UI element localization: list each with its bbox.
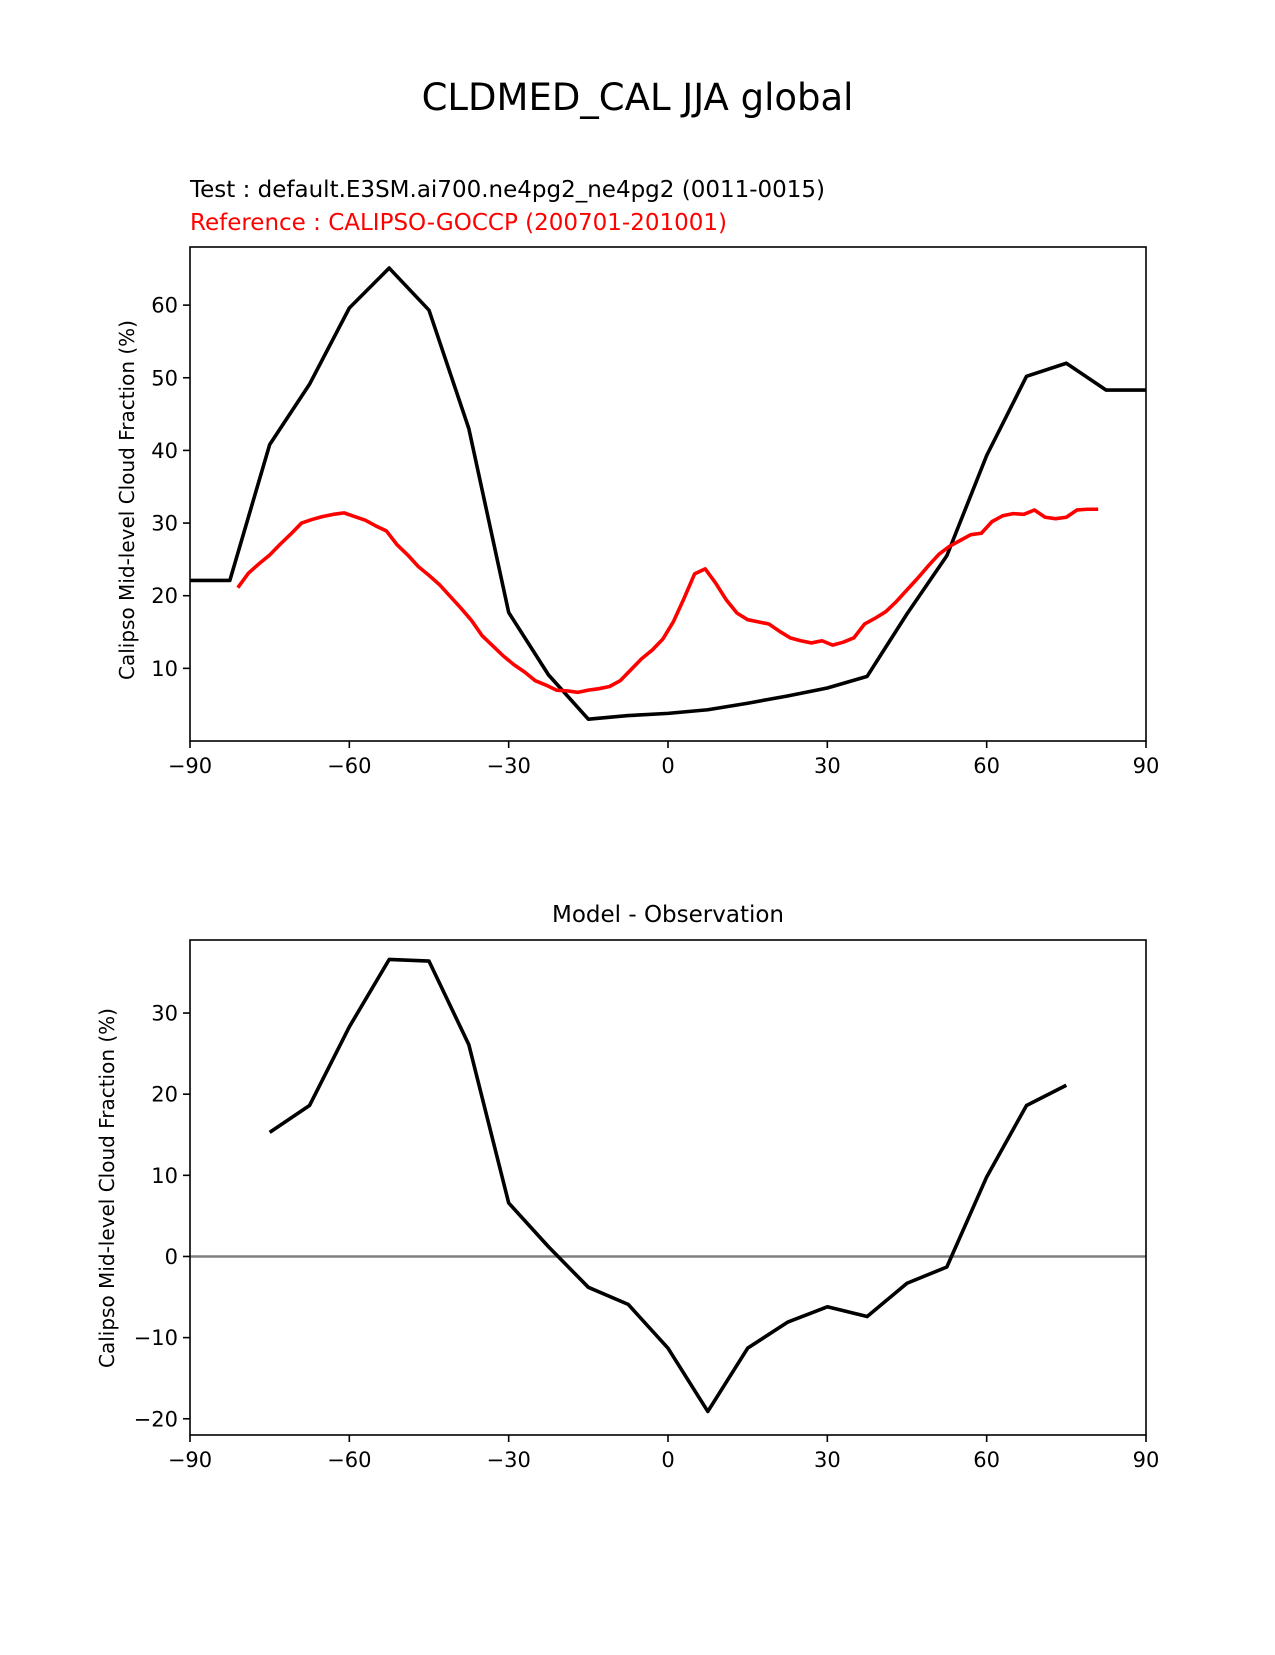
bottom-y-tick-label: −20 [134,1407,178,1431]
top-y-tick-label: 30 [151,512,178,536]
top-x-tick-label: 90 [1133,754,1160,778]
bottom-y-tick-label: 20 [151,1083,178,1107]
bottom-x-tick-label: −30 [487,1448,531,1472]
difference-title: Model - Observation [552,902,784,928]
bottom-x-tick-label: 90 [1133,1448,1160,1472]
top-y-tick-label: 60 [151,294,178,318]
bottom-x-tick-label: −60 [327,1448,371,1472]
bottom-series-1-line [268,957,1068,1414]
bottom-y-axis-label: Calipso Mid-level Cloud Fraction (%) [95,1008,119,1368]
bottom-x-tick-label: 30 [814,1448,841,1472]
bottom-y-tick-label: 10 [151,1164,178,1188]
top-x-tick-label: 0 [661,754,674,778]
top-panel: Test : default.E3SM.ai700.ne4pg2_ne4pg2 … [115,177,1159,778]
top-x-tick-label: 60 [973,754,1000,778]
bottom-y-tick-label: 30 [151,1002,178,1026]
bottom-y-tick-label: 0 [165,1245,178,1269]
reference-title: Reference : CALIPSO-GOCCP (200701-201001… [190,210,727,236]
top-x-tick-label: −30 [487,754,531,778]
bottom-x-tick-label: 0 [661,1448,674,1472]
top-series-2-line [236,507,1099,695]
top-y-tick-label: 10 [151,657,178,681]
top-y-tick-label: 50 [151,366,178,390]
figure-title: CLDMED_CAL JJA global [422,76,854,119]
bottom-x-tick-label: −90 [168,1448,212,1472]
bottom-plot-area: −90 −60 −30 0 30 60 90 −20 −10 0 10 20 30 [134,939,1160,1472]
bottom-y-tick-label: −10 [134,1326,178,1350]
top-y-tick-label: 20 [151,584,178,608]
top-series-1-line [190,266,1146,722]
top-x-tick-label: −60 [327,754,371,778]
top-x-tick-label: 30 [814,754,841,778]
top-plot-area: −90 −60 −30 0 30 60 90 10 20 30 40 50 60 [151,246,1160,778]
top-y-axis-label: Calipso Mid-level Cloud Fraction (%) [115,320,139,680]
test-title: Test : default.E3SM.ai700.ne4pg2_ne4pg2 … [189,177,825,203]
top-axes-frame [189,246,1147,742]
top-x-tick-label: −90 [168,754,212,778]
top-y-tick-label: 40 [151,439,178,463]
bottom-x-tick-label: 60 [973,1448,1000,1472]
bottom-panel: Model - Observation Calipso Mid-level Cl… [95,902,1159,1472]
bottom-axes-frame [189,939,1147,1436]
